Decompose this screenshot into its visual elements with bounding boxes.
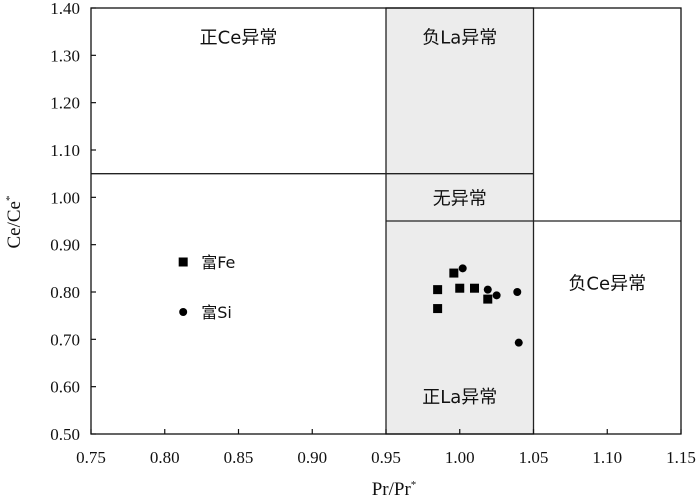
- x-tick-label: 1.15: [666, 448, 696, 467]
- x-tick-label: 0.95: [371, 448, 401, 467]
- legend-label: 富Si: [201, 303, 232, 322]
- si-point: [483, 285, 492, 294]
- y-tick-label: 0.80: [50, 283, 80, 302]
- x-axis: 0.75 0.80 0.85 0.90 0.95 1.00 1.05 1.10 1.15: [76, 429, 696, 467]
- legend-circle-marker: [179, 308, 188, 316]
- fe-point: [433, 304, 443, 314]
- y-tick-label: 1.10: [50, 141, 80, 160]
- y-tick-label: 1.30: [50, 46, 80, 65]
- fe-point: [455, 283, 465, 293]
- x-tick-label: 0.85: [224, 448, 254, 467]
- si-point: [492, 291, 501, 300]
- x-axis-title: Pr/Pr*: [372, 479, 417, 500]
- region-label: 负Ce异常: [568, 274, 646, 295]
- x-tick-label: 0.75: [76, 448, 106, 467]
- si-point: [458, 264, 467, 273]
- y-tick-label: 0.70: [50, 330, 80, 349]
- si-point: [514, 338, 523, 347]
- y-tick-label: 0.90: [50, 236, 80, 255]
- y-axis: 0.50 0.60 0.70 0.80 0.90 1.00 1.10 1.20 1.30 1.40: [50, 0, 96, 444]
- boundary-lines: [91, 173, 681, 222]
- y-tick-label: 1.40: [50, 0, 80, 18]
- region-label: 无异常: [433, 188, 487, 209]
- y-tick-label: 0.50: [50, 425, 80, 444]
- legend: 富Fe 富Si: [178, 253, 235, 322]
- y-tick-label: 0.60: [50, 378, 80, 397]
- y-tick-label: 1.20: [50, 94, 80, 113]
- x-tick-label: 1.00: [445, 448, 475, 467]
- fe-point: [433, 285, 443, 295]
- region-label: 正La异常: [422, 387, 497, 408]
- region-label: 正Ce异常: [200, 27, 278, 48]
- y-axis-title: Ce/Ce*: [4, 196, 25, 249]
- region-label: 负La异常: [422, 27, 497, 48]
- si-point: [513, 288, 522, 296]
- fe-point: [449, 268, 459, 278]
- y-tick-label: 1.00: [50, 188, 80, 207]
- x-tick-label: 1.10: [592, 448, 622, 467]
- data-points: [433, 264, 523, 347]
- legend-label: 富Fe: [201, 253, 235, 272]
- fe-point: [470, 283, 479, 293]
- fe-point: [483, 294, 493, 304]
- x-tick-label: 0.90: [297, 448, 327, 467]
- x-tick-label: 1.05: [519, 448, 549, 467]
- legend-square-marker: [178, 257, 188, 267]
- x-tick-label: 0.80: [150, 448, 180, 467]
